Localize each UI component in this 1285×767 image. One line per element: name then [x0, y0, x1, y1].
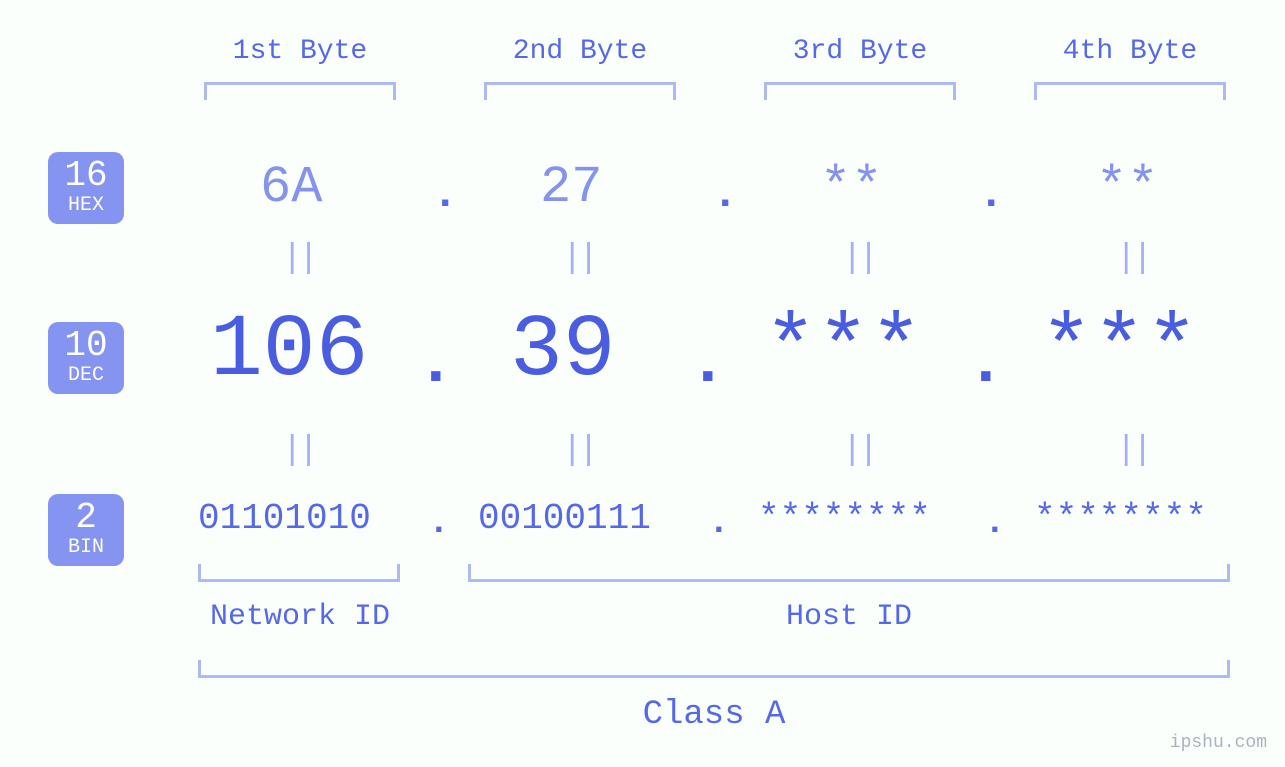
base-badge-bin: 2 BIN: [48, 494, 124, 566]
bin-byte-4: ********: [1034, 498, 1207, 539]
dec-byte-2: 39: [510, 302, 616, 401]
equals-dec-bin-1: ||: [282, 432, 315, 470]
byte-bracket-2: [484, 82, 676, 100]
hex-byte-4: **: [1096, 158, 1158, 217]
equals-dec-bin-2: ||: [562, 432, 595, 470]
byte-bracket-4: [1034, 82, 1226, 100]
hex-dot-3: .: [978, 170, 1004, 220]
dec-byte-3: ***: [764, 302, 922, 401]
hex-byte-2: 27: [540, 158, 602, 217]
equals-hex-dec-3: ||: [842, 240, 875, 278]
bin-byte-2: 00100111: [478, 498, 651, 539]
dec-dot-3: .: [966, 326, 1006, 401]
host-bracket: [468, 564, 1230, 582]
watermark: ipshu.com: [1170, 733, 1267, 753]
hex-byte-3: **: [820, 158, 882, 217]
equals-hex-dec-4: ||: [1116, 240, 1149, 278]
byte-header-1: 1st Byte: [200, 36, 400, 67]
network-bracket: [198, 564, 400, 582]
bin-dot-2: .: [708, 502, 730, 543]
base-badge-hex-num: 16: [48, 158, 124, 194]
equals-dec-bin-3: ||: [842, 432, 875, 470]
class-label: Class A: [198, 696, 1230, 734]
bin-dot-3: .: [984, 502, 1006, 543]
hex-byte-1: 6A: [260, 158, 322, 217]
bin-byte-1: 01101010: [198, 498, 371, 539]
bin-byte-3: ********: [758, 498, 931, 539]
equals-dec-bin-4: ||: [1116, 432, 1149, 470]
base-badge-bin-label: BIN: [48, 538, 124, 558]
hex-dot-1: .: [432, 170, 458, 220]
base-badge-bin-num: 2: [48, 500, 124, 536]
byte-header-4: 4th Byte: [1030, 36, 1230, 67]
base-badge-dec-num: 10: [48, 328, 124, 364]
class-bracket: [198, 660, 1230, 678]
host-label: Host ID: [468, 600, 1230, 634]
dec-dot-1: .: [416, 326, 456, 401]
base-badge-hex: 16 HEX: [48, 152, 124, 224]
network-label: Network ID: [200, 600, 400, 634]
dec-byte-1: 106: [210, 302, 368, 401]
byte-header-3: 3rd Byte: [760, 36, 960, 67]
byte-header-2: 2nd Byte: [480, 36, 680, 67]
byte-bracket-3: [764, 82, 956, 100]
byte-bracket-1: [204, 82, 396, 100]
bin-dot-1: .: [428, 502, 450, 543]
dec-byte-4: ***: [1040, 302, 1198, 401]
dec-dot-2: .: [688, 326, 728, 401]
base-badge-dec-label: DEC: [48, 366, 124, 386]
base-badge-dec: 10 DEC: [48, 322, 124, 394]
base-badge-hex-label: HEX: [48, 196, 124, 216]
equals-hex-dec-2: ||: [562, 240, 595, 278]
hex-dot-2: .: [712, 170, 738, 220]
equals-hex-dec-1: ||: [282, 240, 315, 278]
